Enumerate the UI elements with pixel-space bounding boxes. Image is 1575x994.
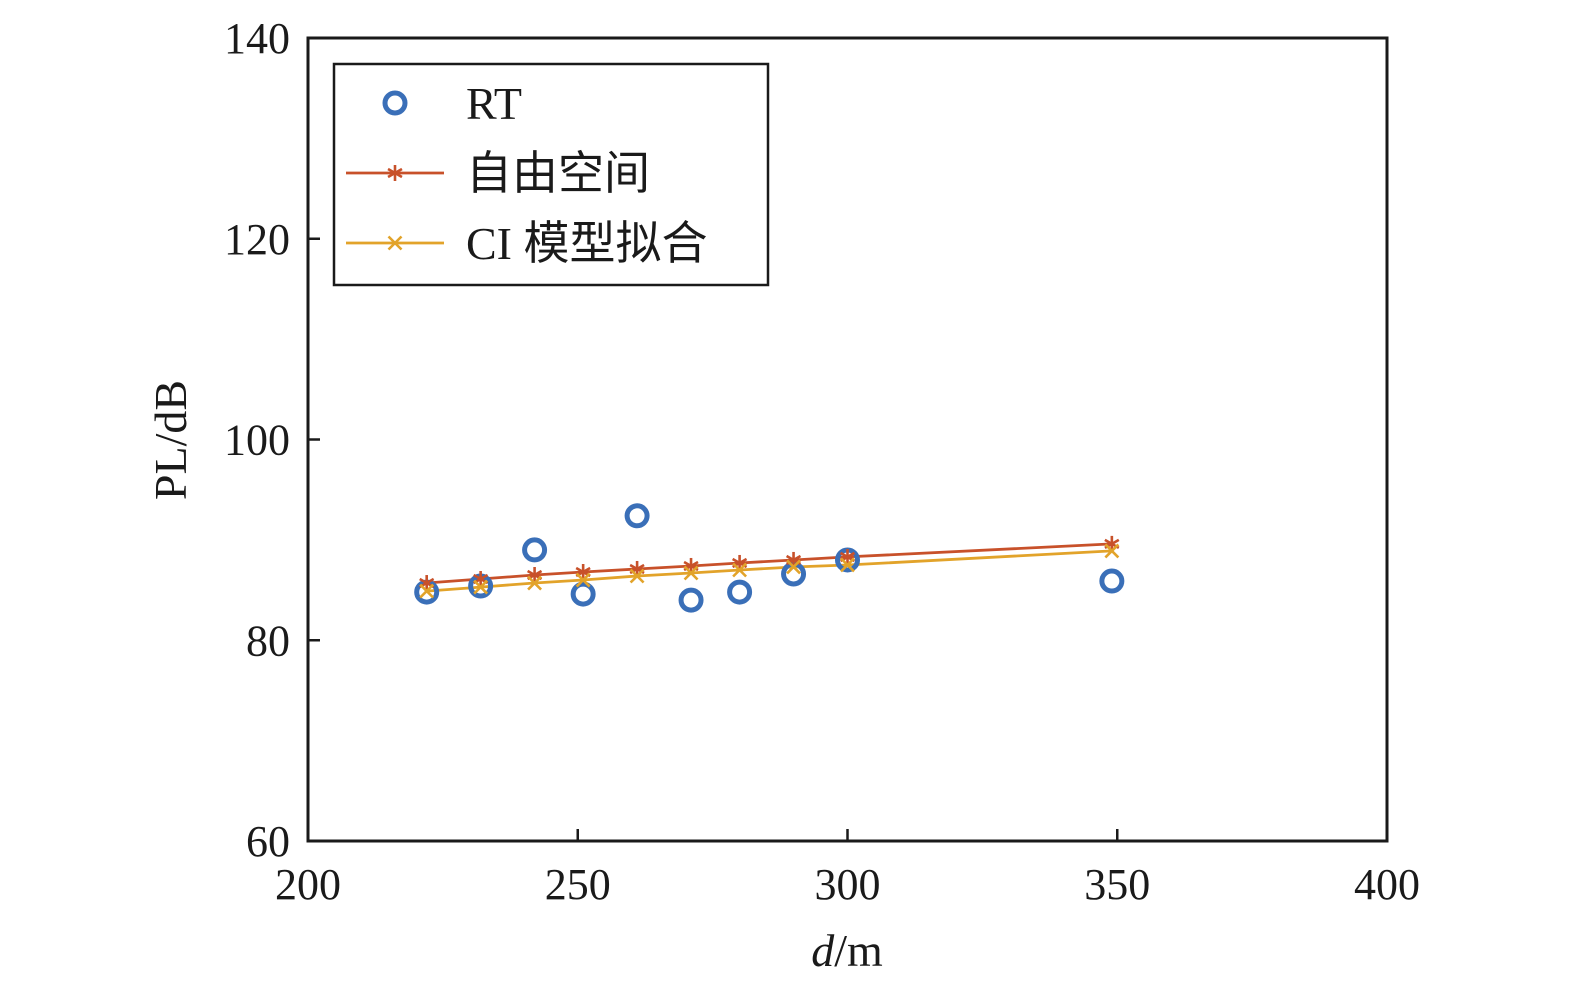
legend-entry: 自由空间 [346,148,650,199]
y-tick-label: 140 [224,14,290,63]
legend-label: 自由空间 [466,148,650,199]
y-tick-label: 120 [224,215,290,264]
legend: RT 自由空间 CI 模型拟合 [332,62,770,287]
y-tick-label: 60 [246,817,290,866]
data-point [683,565,699,581]
x-axis-label-unit: /m [834,925,883,976]
data-point [786,559,801,575]
data-point [575,572,591,588]
legend-swatch-marker [382,90,408,116]
data-point [629,568,645,584]
legend-swatch-marker [387,165,403,181]
data-point [678,587,704,613]
series-line [426,549,1112,593]
legend-swatch-marker [387,235,403,251]
x-tick-label: 250 [545,860,611,909]
x-tick-label: 400 [1354,860,1420,909]
y-axis-label: PL/dB [145,380,196,500]
x-tick-label: 200 [275,860,341,909]
legend-entry: CI 模型拟合 [346,218,708,269]
series-line [426,542,1112,585]
data-point [1099,568,1125,594]
data-point [522,537,548,563]
data-point [624,503,650,529]
data-point [1104,543,1120,559]
x-axis-label-variable: d [811,925,835,976]
series-layer [414,503,1125,613]
legend-entry: RT [382,78,522,129]
data-point [840,557,855,573]
legend-label: RT [466,78,522,129]
data-point [570,581,596,607]
data-point [419,583,435,599]
x-tick-label: 350 [1084,860,1150,909]
data-point [732,562,748,578]
data-point [527,575,543,591]
legend-label: CI 模型拟合 [466,218,708,269]
data-point [727,579,753,605]
y-tick-label: 100 [224,416,290,465]
x-axis-label: d/m [811,925,883,976]
y-tick-label: 80 [246,616,290,665]
x-tick-label: 300 [815,860,881,909]
data-point [473,579,489,595]
axis-ticks: 200 250 300 350 400 60 80 100 120 140 [224,14,1420,909]
